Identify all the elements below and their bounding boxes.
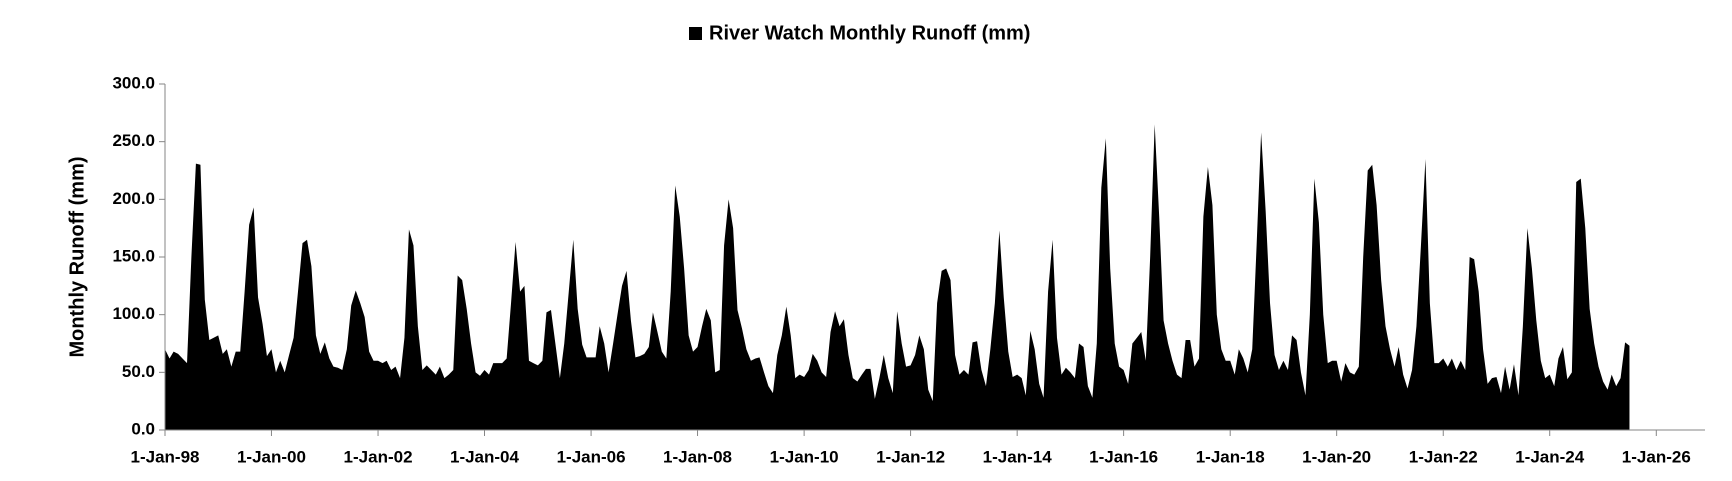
y-tick-label: 150.0 bbox=[112, 246, 155, 265]
x-tick-label: 1-Jan-20 bbox=[1302, 447, 1371, 466]
x-tick-label: 1-Jan-26 bbox=[1622, 447, 1691, 466]
y-axis-label: Monthly Runoff (mm) bbox=[66, 156, 88, 357]
x-tick-label: 1-Jan-06 bbox=[557, 447, 626, 466]
y-tick-label: 300.0 bbox=[112, 73, 155, 92]
x-tick-label: 1-Jan-22 bbox=[1409, 447, 1478, 466]
x-tick-label: 1-Jan-16 bbox=[1089, 447, 1158, 466]
area bbox=[165, 124, 1630, 430]
y-tick-label: 250.0 bbox=[112, 131, 155, 150]
x-tick-label: 1-Jan-12 bbox=[876, 447, 945, 466]
y-tick-label: 100.0 bbox=[112, 304, 155, 323]
legend-swatch bbox=[689, 27, 702, 40]
x-tick-label: 1-Jan-98 bbox=[131, 447, 200, 466]
y-tick-label: 0.0 bbox=[131, 419, 155, 438]
x-tick-label: 1-Jan-10 bbox=[770, 447, 839, 466]
x-tick-label: 1-Jan-04 bbox=[450, 447, 520, 466]
x-tick-label: 1-Jan-24 bbox=[1515, 447, 1585, 466]
x-tick-label: 1-Jan-08 bbox=[663, 447, 732, 466]
y-tick-label: 200.0 bbox=[112, 189, 155, 208]
x-tick-label: 1-Jan-18 bbox=[1196, 447, 1265, 466]
x-tick-label: 1-Jan-14 bbox=[983, 447, 1053, 466]
legend-label: River Watch Monthly Runoff (mm) bbox=[709, 22, 1030, 44]
x-tick-label: 1-Jan-00 bbox=[237, 447, 306, 466]
x-tick-label: 1-Jan-02 bbox=[344, 447, 413, 466]
y-tick-label: 50.0 bbox=[122, 362, 155, 381]
